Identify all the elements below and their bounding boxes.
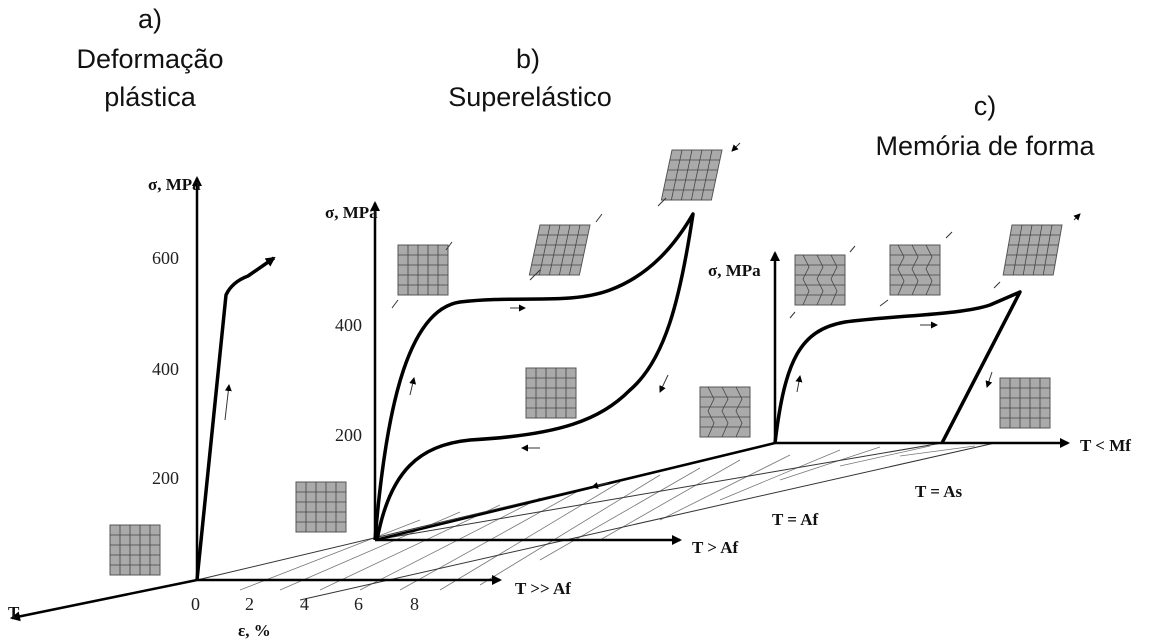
hatch-line (239, 445, 976, 591)
hysteresis-curve (373, 212, 695, 541)
panel-title: Superelástico (448, 82, 612, 112)
lattice-icon (889, 244, 941, 296)
plane-label: T = As (915, 482, 963, 501)
tick-label: 200 (152, 468, 179, 488)
temperature-axis (10, 578, 198, 622)
axis-label: σ, MPa (325, 203, 378, 222)
axis-label: T (8, 603, 20, 622)
tick-label: 8 (410, 594, 419, 614)
lattice-icon (295, 481, 347, 533)
tick-label: 0 (191, 594, 200, 614)
tick-label: 400 (335, 315, 362, 335)
panel-title: Memória de forma (875, 131, 1095, 161)
tick-label: 6 (354, 594, 363, 614)
lattice-icon (794, 254, 846, 306)
panel-label: a) (138, 4, 162, 34)
shear-arrows (391, 142, 741, 309)
axis-label: T < Mf (1080, 436, 1131, 455)
panel-label: b) (516, 44, 540, 74)
direction-arrow (795, 375, 803, 393)
lattice-icon (528, 224, 591, 276)
direction-arrow (659, 374, 669, 393)
lattice-icon (1002, 224, 1063, 276)
shape-memory-curve (773, 290, 1022, 444)
tick-label: 400 (152, 359, 179, 379)
axis-label: ε, % (238, 621, 271, 640)
shear-arrows (789, 214, 1080, 319)
axis-label: σ, MPa (708, 261, 761, 280)
tick-label: 200 (335, 425, 362, 445)
stress-curve (195, 256, 276, 581)
panel-label: c) (974, 91, 997, 121)
plane-hatch (239, 445, 976, 591)
tick-label: 2 (245, 594, 254, 614)
tick-label: 600 (152, 248, 179, 268)
lattice-icon (660, 149, 723, 201)
axis-label: σ, MPa (148, 175, 201, 194)
direction-arrow (985, 371, 993, 388)
direction-arrow (409, 377, 417, 396)
lattice-icon (109, 524, 161, 576)
axis-label: T > Af (692, 538, 739, 557)
plane-label: T = Af (772, 510, 819, 529)
tick-label: 4 (300, 594, 309, 614)
direction-arrow (224, 384, 232, 421)
axis-label: T >> Af (515, 579, 571, 598)
lattice-icon (397, 244, 449, 296)
panel-title: plástica (104, 82, 197, 112)
lattice-icon (525, 367, 577, 419)
lattice-icon (699, 386, 751, 438)
lattice-icon (999, 377, 1051, 429)
direction-arrow (591, 482, 609, 489)
plane-edge (374, 441, 776, 542)
panel-title: Deformação (76, 44, 223, 74)
